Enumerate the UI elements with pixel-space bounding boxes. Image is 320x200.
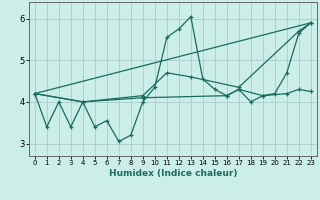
- X-axis label: Humidex (Indice chaleur): Humidex (Indice chaleur): [108, 169, 237, 178]
